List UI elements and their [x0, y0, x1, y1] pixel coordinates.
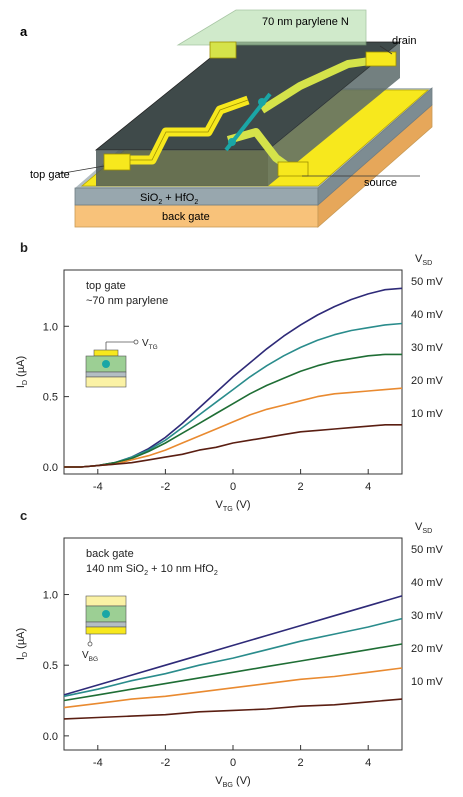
panel-b-inset-substrate — [85, 376, 127, 388]
panel-b-series-line-2 — [64, 353, 402, 468]
panel-c-letter: c — [20, 508, 27, 523]
panel-c-inset-oxide — [85, 621, 127, 628]
panel-c-ytick-label-1: 0.5 — [43, 660, 58, 672]
panel-b-xtick-label-2: 0 — [230, 481, 236, 493]
panel-b-ytick-label-0: 0.0 — [43, 462, 58, 474]
panel-c-xtick-label-4: 4 — [365, 757, 371, 769]
panel-b-series-label-2: 30 mV — [411, 342, 443, 354]
panel-b-series-label-4: 10 mV — [411, 408, 443, 420]
label-top-gate: top gate — [30, 169, 70, 181]
nanotube-dot-1 — [258, 98, 266, 106]
panel-c-series-line-1 — [63, 617, 403, 698]
panel-b-annotation-2: ~70 nm parylene — [86, 295, 168, 307]
panel-b-xtick-label-0: -4 — [93, 481, 103, 493]
panel-c-ylabel: ID (µA) — [15, 628, 29, 660]
panel-b-xlabel: VTG (V) — [216, 499, 251, 513]
panel-b-chart: b -4 -2 0 2 4 0.0 0.5 1.0 VTG (V) ID (µA) VSD 50 mV 4… — [15, 240, 443, 513]
panel-c-xtick-label-2: 0 — [230, 757, 236, 769]
panel-b-inset-top-gate — [93, 349, 119, 357]
panel-c-series-label-2: 30 mV — [411, 610, 443, 622]
panel-c-xtick-label-0: -4 — [93, 757, 103, 769]
panel-b-inset-gate-label: VTG — [142, 338, 158, 351]
panel-b-xtick-label-3: 2 — [298, 481, 304, 493]
panel-c-series-line-4 — [63, 698, 403, 720]
panel-c-ytick-label-2: 1.0 — [43, 590, 58, 602]
label-back-gate: back gate — [162, 211, 210, 223]
panel-b-ytick-label-2: 1.0 — [43, 321, 58, 333]
panel-b-xtick-label-4: 4 — [365, 481, 371, 493]
panel-b-letter: b — [20, 240, 28, 255]
label-drain: drain — [392, 35, 416, 47]
panel-c-inset-top-layer — [85, 595, 127, 607]
panel-c-xtick-label-3: 2 — [298, 757, 304, 769]
panel-c-series-line-0 — [63, 595, 403, 696]
panel-b-series-line-4 — [64, 423, 402, 468]
drain-pad-top — [209, 41, 237, 59]
panel-c-chart: c -4 -2 0 2 4 0.0 0.5 1.0 VBG (V) ID (µA) VSD 50 mV 4… — [15, 508, 443, 789]
panel-b-xtick-label-1: -2 — [161, 481, 171, 493]
panel-c-series-label-1: 40 mV — [411, 577, 443, 589]
callout-drain — [379, 45, 393, 55]
panel-c-right-header: VSD — [415, 521, 432, 535]
panel-b-inset-terminal — [133, 339, 139, 345]
panel-b-ylabel: ID (µA) — [15, 356, 29, 388]
panel-c-inset-terminal — [87, 641, 93, 647]
panel-b-ytick-label-1: 0.5 — [43, 392, 58, 404]
panel-c-series-line-3 — [63, 667, 403, 709]
parylene-box — [176, 9, 367, 46]
nanotube-dot-2 — [228, 138, 236, 146]
panel-c-annotation-1: back gate — [86, 548, 134, 560]
panel-c-series-label-0: 50 mV — [411, 544, 443, 556]
panel-c-inset-gate-label: VBG — [82, 650, 98, 663]
panel-a-schematic: a 70 — [20, 9, 433, 228]
label-dielectric: SiO2 + HfO2 — [140, 192, 198, 206]
panel-c-series-label-3: 20 mV — [411, 643, 443, 655]
label-source: source — [364, 177, 397, 189]
panel-c-xtick-label-1: -2 — [161, 757, 171, 769]
drain-pad — [365, 51, 397, 67]
panel-b-series-label-1: 40 mV — [411, 309, 443, 321]
label-parylene: 70 nm parylene N — [262, 16, 349, 28]
panel-b-series-label-3: 20 mV — [411, 375, 443, 387]
panel-a-letter: a — [20, 24, 28, 39]
panel-c-series-label-4: 10 mV — [411, 676, 443, 688]
panel-c-inset-back-gate — [85, 626, 127, 635]
callout-top-gate — [57, 165, 105, 175]
panel-b-series-line-3 — [64, 387, 403, 468]
panel-c-inset-nanotube — [102, 610, 110, 618]
panel-c-series-line-2 — [63, 643, 403, 702]
panel-b-right-header: VSD — [415, 253, 432, 267]
panel-c-xlabel: VBG (V) — [215, 775, 250, 789]
parylene-side — [268, 42, 400, 186]
panel-b-annotation-1: top gate — [86, 280, 126, 292]
source-pad — [277, 161, 309, 177]
top-gate-electrode-edge — [112, 99, 249, 161]
panel-b-series-line-1 — [64, 322, 403, 468]
panel-b-series-label-0: 50 mV — [411, 276, 443, 288]
panel-c-ytick-label-0: 0.0 — [43, 731, 58, 743]
panel-b-inset-nanotube — [102, 360, 110, 368]
panel-b-inset-oxide — [85, 371, 127, 378]
panel-c-annotation-2: 140 nm SiO2 + 10 nm HfO2 — [86, 563, 218, 577]
top-gate-pad — [103, 153, 131, 171]
